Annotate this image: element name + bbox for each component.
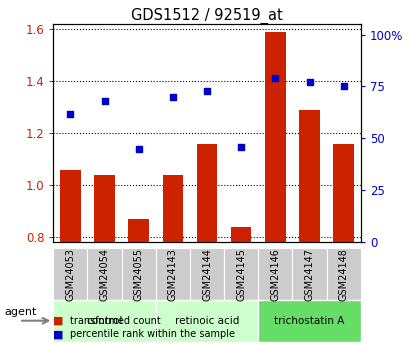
Point: [67, 111, 74, 116]
Text: agent: agent: [4, 307, 36, 317]
Text: control: control: [86, 316, 122, 326]
Bar: [87, 248, 121, 300]
Point: [169, 94, 176, 100]
Text: GSM24055: GSM24055: [133, 248, 144, 300]
Text: GSM24148: GSM24148: [338, 248, 348, 300]
Bar: [258, 300, 360, 342]
Text: ■: ■: [53, 329, 64, 339]
Text: retinoic acid: retinoic acid: [174, 316, 239, 326]
Bar: [162, 175, 183, 345]
Bar: [53, 300, 155, 342]
Bar: [258, 248, 292, 300]
Bar: [265, 32, 285, 345]
Text: GSM24144: GSM24144: [202, 248, 211, 300]
Point: [203, 88, 210, 93]
Point: [339, 84, 346, 89]
Bar: [292, 248, 326, 300]
Bar: [299, 110, 319, 345]
Text: GSM24053: GSM24053: [65, 248, 75, 300]
Text: ■: ■: [53, 316, 64, 326]
Text: trichostatin A: trichostatin A: [274, 316, 344, 326]
Bar: [189, 248, 224, 300]
Text: GSM24054: GSM24054: [99, 248, 109, 300]
Text: transformed count: transformed count: [70, 316, 160, 326]
Text: GSM24145: GSM24145: [236, 248, 246, 300]
Bar: [230, 227, 251, 345]
Point: [272, 76, 278, 81]
Point: [237, 144, 244, 149]
Bar: [128, 219, 148, 345]
Text: GSM24146: GSM24146: [270, 248, 280, 300]
Point: [135, 146, 142, 151]
Bar: [333, 144, 353, 345]
Bar: [224, 248, 258, 300]
Bar: [53, 248, 87, 300]
Bar: [94, 175, 115, 345]
Text: GSM24147: GSM24147: [304, 248, 314, 300]
Bar: [326, 248, 360, 300]
Title: GDS1512 / 92519_at: GDS1512 / 92519_at: [131, 8, 282, 24]
Text: GSM24143: GSM24143: [167, 248, 178, 300]
Bar: [121, 248, 155, 300]
Bar: [155, 300, 258, 342]
Point: [306, 80, 312, 85]
Bar: [60, 170, 81, 345]
Bar: [196, 144, 217, 345]
Bar: [155, 248, 189, 300]
Point: [101, 98, 108, 104]
Text: percentile rank within the sample: percentile rank within the sample: [70, 329, 234, 339]
